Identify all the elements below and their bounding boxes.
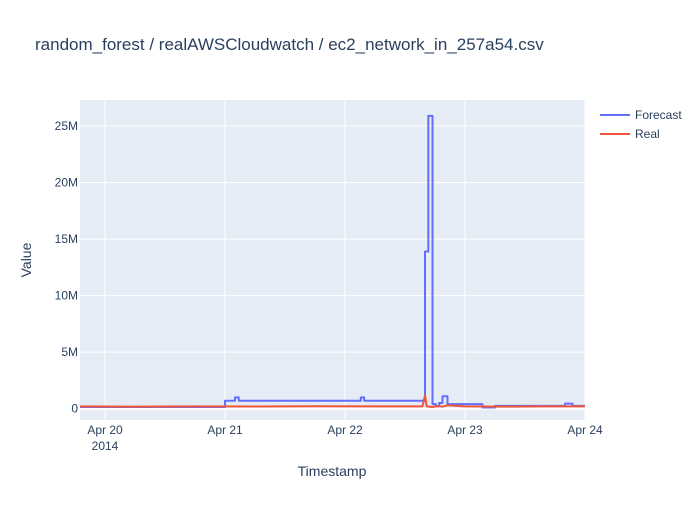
tick-labels: Apr 20 2014 Apr 21 Apr 22 Apr 23 Apr 24 0 5M 10M…	[55, 119, 603, 453]
series-line-real	[80, 394, 585, 408]
x-tick-label: Apr 23	[447, 423, 483, 437]
legend-item-forecast[interactable]: Forecast	[600, 108, 682, 122]
y-axis-label: Value	[18, 242, 34, 277]
x-tick-sublabel: 2014	[92, 439, 119, 453]
grid	[80, 100, 586, 420]
plot-background	[80, 100, 585, 420]
y-tick-label: 0	[71, 402, 78, 416]
y-tick-label: 15M	[55, 232, 78, 246]
chart-title: random_forest / realAWSCloudwatch / ec2_…	[35, 35, 544, 54]
y-tick-label: 5M	[61, 345, 78, 359]
legend-item-real[interactable]: Real	[600, 127, 660, 141]
x-axis-label: Timestamp	[298, 463, 367, 479]
x-tick-label: Apr 21	[207, 423, 243, 437]
legend-label-forecast: Forecast	[635, 108, 682, 122]
y-tick-label: 20M	[55, 176, 78, 190]
legend[interactable]: Forecast Real	[600, 108, 682, 141]
series-layer	[80, 114, 585, 409]
legend-label-real: Real	[635, 127, 660, 141]
y-tick-label: 25M	[55, 119, 78, 133]
x-tick-label: Apr 24	[567, 423, 603, 437]
x-tick-label: Apr 22	[327, 423, 363, 437]
y-tick-label: 10M	[55, 289, 78, 303]
x-tick-label: Apr 20	[87, 423, 123, 437]
